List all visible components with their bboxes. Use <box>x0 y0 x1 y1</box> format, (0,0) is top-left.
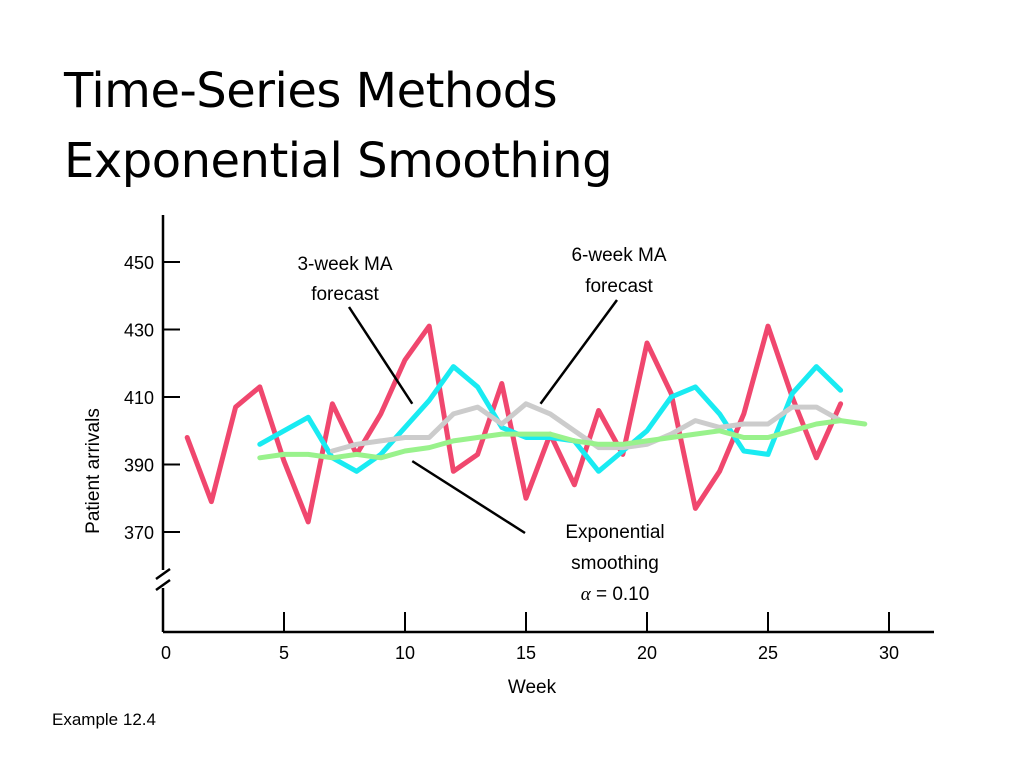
ann-es-label: smoothing <box>571 553 659 574</box>
y-tick-label: 370 <box>124 523 154 543</box>
x-axis-title: Week <box>508 677 557 698</box>
x-tick-label: 15 <box>516 643 536 663</box>
x-tick-label: 10 <box>395 643 415 663</box>
footnote: Example 12.4 <box>52 710 156 729</box>
series-line-es <box>257 418 868 461</box>
ann-ma6-label: forecast <box>585 276 653 297</box>
alpha-value: = 0.10 <box>591 584 650 605</box>
chart-axes: 370 390 410 430 450 0 5 10 15 20 25 30 Week Patient a… <box>83 215 934 698</box>
x-tick-label: 30 <box>879 643 899 663</box>
slide-title: Time-Series Methods Exponential Smoothin… <box>64 56 613 196</box>
ann-ma3-label: 3-week MA <box>297 254 392 275</box>
slide-title-line-2: Exponential Smoothing <box>64 133 613 189</box>
x-tick-label: 0 <box>161 643 171 663</box>
ann-ma3-pointer <box>347 306 414 405</box>
x-tick-label: 20 <box>637 643 657 663</box>
chart-annotations: 3-week MA forecast 6-week MA forecast Expone… <box>297 245 666 605</box>
y-tick-label: 450 <box>124 253 154 273</box>
ann-es-alpha-label: α = 0.10 <box>581 584 650 605</box>
ann-ma3-label: forecast <box>311 284 379 305</box>
series-line-ma3 <box>257 364 844 474</box>
series-line-ma6 <box>329 401 844 454</box>
x-tick-label: 25 <box>758 643 778 663</box>
slide-title-line-1: Time-Series Methods <box>64 63 558 119</box>
alpha-symbol: α <box>581 584 592 605</box>
ann-ma6-label: 6-week MA <box>571 245 666 266</box>
ann-ma6-pointer <box>539 299 619 405</box>
series-line-actual <box>184 323 844 525</box>
y-axis-title: Patient arrivals <box>83 408 104 534</box>
y-tick-label: 390 <box>124 456 154 476</box>
ann-es-label: Exponential <box>565 522 664 543</box>
y-tick-label: 430 <box>124 321 154 341</box>
ann-es-pointer <box>411 460 526 535</box>
y-axis-break-mark <box>155 578 171 592</box>
y-axis-break-mark <box>155 567 171 581</box>
chart-series <box>184 323 868 525</box>
x-tick-label: 5 <box>279 643 289 663</box>
y-tick-label: 410 <box>124 388 154 408</box>
